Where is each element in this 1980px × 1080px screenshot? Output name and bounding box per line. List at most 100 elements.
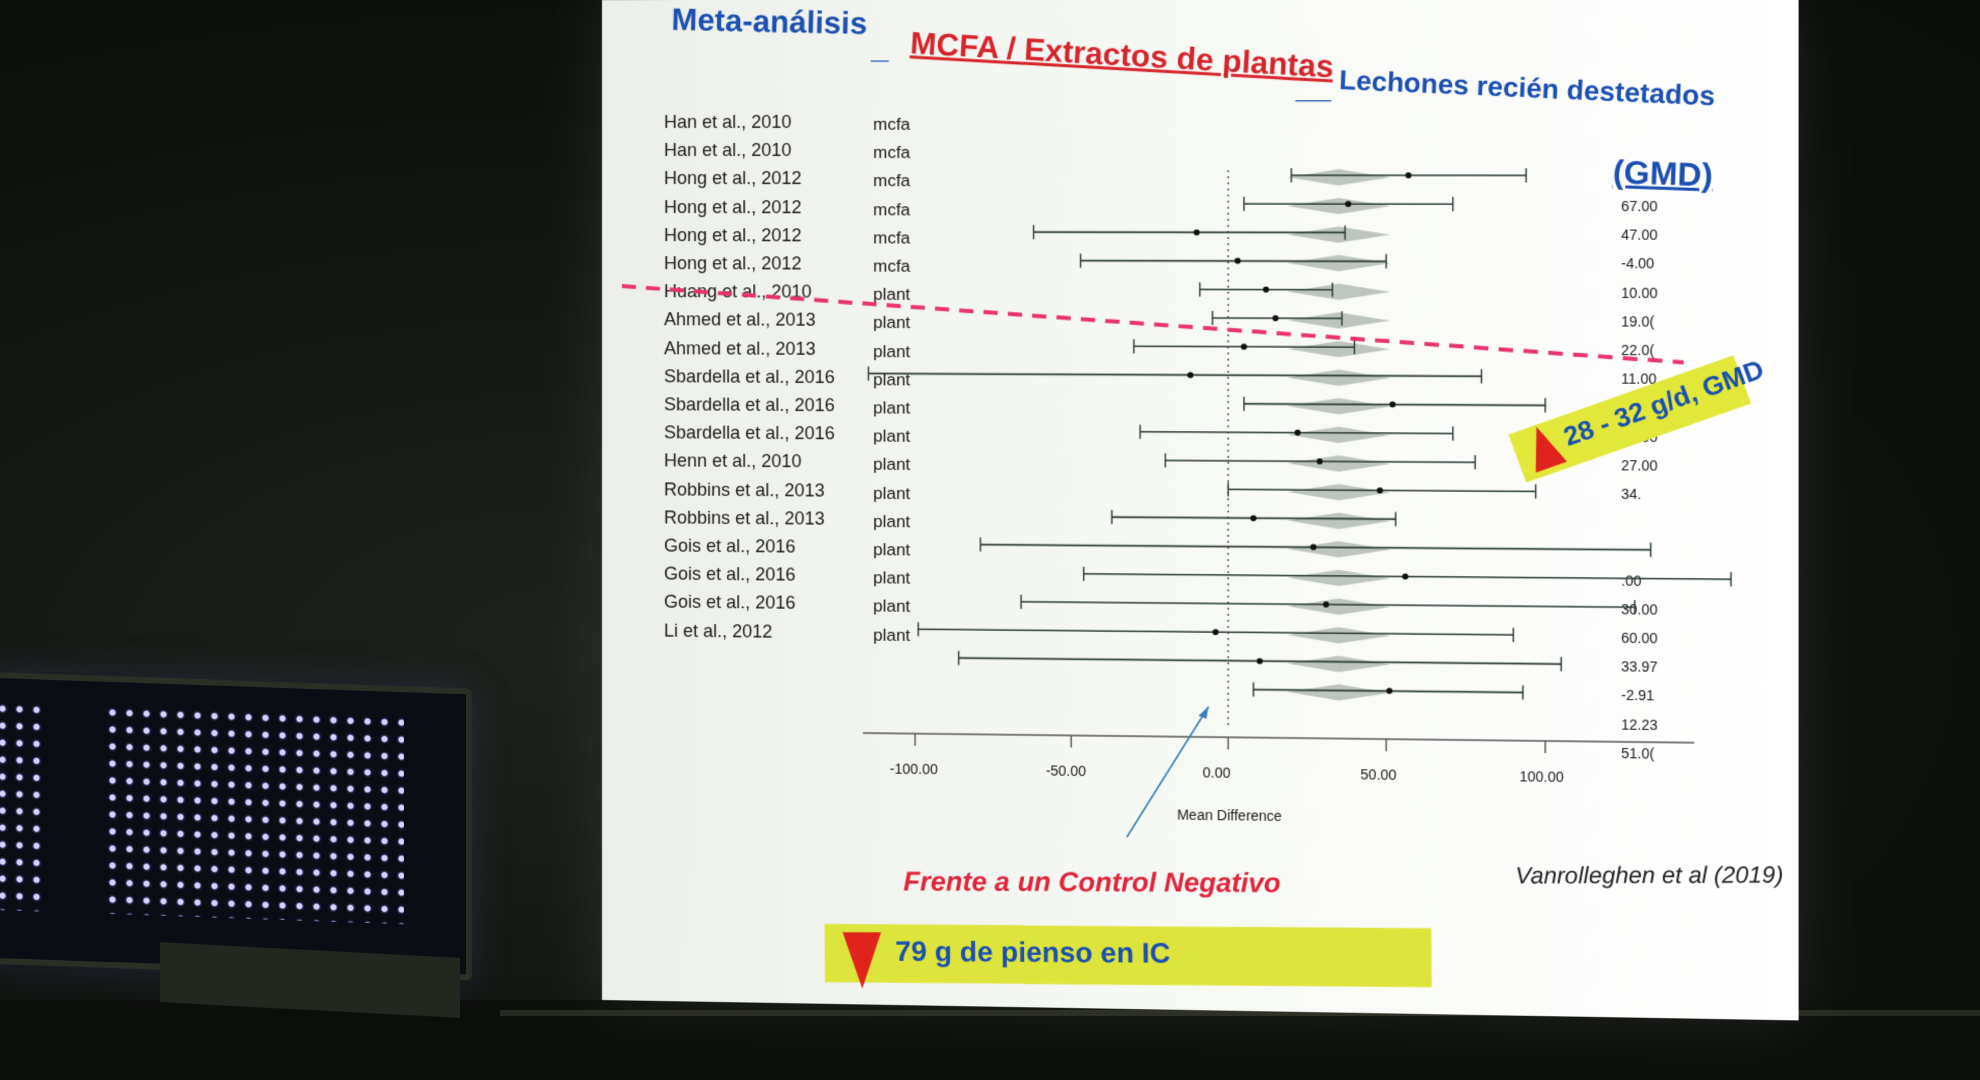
study-name: Hong et al., 2012 [664, 168, 802, 188]
led-display-panel [0, 671, 472, 980]
source-citation: Vanrolleghen et al (2019) [1515, 861, 1784, 889]
effect-value: 27.00 [1621, 457, 1658, 474]
x-tick-label: 100.00 [1519, 768, 1564, 785]
effect-value: .00 [1621, 572, 1641, 589]
point-estimate [1194, 229, 1200, 235]
point-estimate [1235, 258, 1241, 264]
study-name: Sbardella et al., 2016 [664, 394, 835, 415]
pooled-diamond [1287, 198, 1390, 214]
pooled-diamond [1287, 284, 1390, 301]
point-estimate [1250, 515, 1256, 521]
control-negative-note: Frente a un Control Negativo [903, 866, 1281, 899]
study-name: Gois et al., 2016 [664, 535, 795, 556]
study-name: Henn et al., 2010 [664, 451, 802, 472]
effect-value: 30.00 [1621, 601, 1658, 618]
study-name: Hong et al., 2012 [664, 253, 802, 273]
effect-value: 60.00 [1621, 630, 1658, 647]
study-name: Gois et al., 2016 [664, 564, 795, 585]
pooled-diamond [1287, 255, 1390, 271]
point-estimate [1402, 573, 1408, 579]
effect-value: 51.0( [1621, 745, 1655, 762]
point-estimate [1241, 344, 1247, 350]
pooled-diamond [1287, 598, 1390, 615]
effect-value: 34. [1621, 486, 1641, 502]
pooled-diamond [1287, 427, 1390, 444]
study-name: Han et al., 2010 [664, 140, 791, 160]
x-tick-label: 0.00 [1203, 764, 1231, 781]
study-name: Huang et al., 2010 [664, 281, 812, 301]
study-name: Sbardella et al., 2016 [664, 366, 835, 387]
study-name: Ahmed et al., 2013 [664, 310, 816, 331]
x-tick-label: -100.00 [890, 760, 938, 777]
point-estimate [1405, 172, 1411, 178]
study-type: mcfa [873, 228, 911, 247]
confidence-interval-line [1081, 261, 1387, 262]
study-name: Gois et al., 2016 [664, 592, 795, 613]
confidence-interval-line [868, 374, 1481, 377]
led-dot-grid [104, 704, 404, 924]
arrow-head-icon [1198, 707, 1208, 719]
x-axis-line [863, 733, 1694, 743]
study-type: plant [873, 597, 910, 616]
point-estimate [1257, 658, 1263, 664]
x-tick-label: -50.00 [1046, 762, 1087, 779]
effect-value: -4.00 [1621, 255, 1654, 271]
study-type: plant [873, 625, 910, 644]
projected-slide: Meta-análisis _ MCFA / Extractos de plan… [602, 0, 1799, 1020]
effect-value: 67.00 [1621, 198, 1658, 214]
study-name: Robbins et al., 2013 [664, 507, 825, 528]
pooled-diamond [1287, 312, 1390, 329]
study-type: plant [873, 313, 910, 332]
down-triangle-icon [843, 932, 882, 989]
study-type: plant [873, 483, 910, 502]
effect-value: -2.91 [1621, 687, 1654, 704]
study-name: Hong et al., 2012 [664, 197, 802, 217]
point-estimate [1263, 287, 1269, 293]
study-type: mcfa [873, 115, 911, 134]
study-type: plant [873, 342, 910, 361]
study-name: Robbins et al., 2013 [664, 479, 825, 500]
study-type: mcfa [873, 143, 911, 162]
point-estimate [1310, 544, 1316, 550]
study-type: plant [873, 455, 910, 474]
pooled-diamond [1287, 627, 1390, 644]
pooled-diamond [1287, 655, 1390, 672]
point-estimate [1213, 629, 1219, 635]
study-type: plant [873, 427, 910, 446]
pooled-diamond [1287, 512, 1390, 529]
study-type: plant [873, 540, 910, 559]
pooled-diamond [1287, 169, 1390, 185]
pooled-diamond [1287, 684, 1390, 701]
study-type: plant [873, 568, 910, 587]
point-estimate [1323, 601, 1329, 607]
feed-callout: 79 g de pienso en IC [824, 924, 1431, 987]
study-type: plant [873, 398, 910, 417]
study-type: mcfa [873, 200, 911, 219]
point-estimate [1345, 201, 1351, 207]
effect-value: 47.00 [1621, 227, 1658, 243]
pooled-diamond [1287, 226, 1390, 242]
x-tick-label: 50.00 [1360, 766, 1396, 783]
pooled-diamond [1287, 369, 1390, 386]
point-estimate [1317, 458, 1323, 464]
study-type: plant [873, 512, 910, 531]
study-type: plant [873, 285, 910, 304]
point-estimate [1272, 315, 1278, 321]
study-name: Sbardella et al., 2016 [664, 423, 835, 444]
led-dot-grid [0, 700, 44, 912]
up-triangle-icon [1521, 421, 1567, 472]
study-type: mcfa [873, 257, 911, 276]
pooled-diamond [1287, 398, 1390, 415]
feed-callout-text: 79 g de pienso en IC [895, 936, 1170, 970]
point-estimate [1389, 401, 1395, 407]
effect-value: 19.0( [1621, 313, 1655, 329]
study-name: Hong et al., 2012 [664, 225, 802, 245]
pooled-diamond [1287, 541, 1390, 558]
effect-value: 12.23 [1621, 716, 1658, 733]
study-type: mcfa [873, 171, 911, 190]
x-axis-label: Mean Difference [1177, 806, 1282, 824]
effect-value: 10.00 [1621, 284, 1658, 300]
study-type: plant [873, 370, 910, 389]
effect-value: 33.97 [1621, 658, 1658, 675]
pooled-diamond [1287, 341, 1390, 358]
